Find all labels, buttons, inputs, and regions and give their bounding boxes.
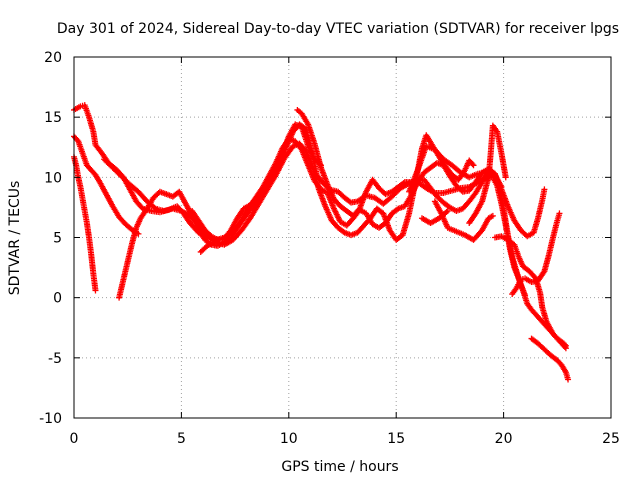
y-tick-label: -5	[48, 351, 62, 367]
series-track-13	[528, 335, 572, 383]
data-point	[489, 212, 496, 219]
data-point	[562, 345, 569, 352]
data-point	[400, 180, 407, 187]
series-track-3	[71, 153, 99, 294]
x-tick-label: 0	[70, 431, 79, 447]
y-tick-label: 10	[44, 170, 62, 186]
data-point	[541, 186, 548, 193]
axis-ticks: 0 5 10 15 20 25 -10 -5 0 5 10 15 20	[39, 50, 620, 447]
series-track-6	[189, 121, 325, 243]
x-axis-label: GPS time / hours	[281, 459, 398, 475]
y-tick-label: 20	[44, 50, 62, 66]
data-point	[498, 183, 505, 190]
data-point	[210, 239, 217, 246]
x-tick-label: 10	[280, 431, 298, 447]
y-tick-label: 5	[53, 231, 62, 247]
series-track-11	[466, 122, 509, 227]
data-point	[469, 161, 476, 168]
series-track-14	[509, 210, 563, 298]
x-tick-label: 15	[387, 431, 405, 447]
y-tick-label: -10	[39, 411, 62, 427]
data-points	[71, 102, 572, 383]
data-point	[470, 162, 477, 169]
data-point	[522, 292, 529, 299]
series-track-9	[431, 198, 496, 243]
series-track-12	[492, 233, 569, 352]
grid	[74, 57, 611, 418]
chart-title: Day 301 of 2024, Sidereal Day-to-day VTE…	[57, 21, 619, 37]
data-point	[556, 210, 563, 217]
data-point	[502, 174, 509, 181]
y-axis-label: SDTVAR / TECUs	[7, 181, 23, 296]
data-point	[444, 208, 451, 215]
series-track-10	[418, 208, 451, 227]
y-tick-label: 15	[44, 110, 62, 126]
y-tick-label: 0	[53, 291, 62, 307]
x-tick-label: 20	[495, 431, 513, 447]
series-track-7	[294, 106, 548, 240]
series-track-15	[197, 239, 217, 255]
x-tick-label: 25	[602, 431, 620, 447]
data-point	[561, 344, 568, 351]
data-point	[443, 209, 450, 216]
series-track-2	[71, 133, 142, 237]
data-point	[565, 376, 572, 383]
x-tick-label: 5	[177, 431, 186, 447]
data-point	[92, 287, 99, 294]
